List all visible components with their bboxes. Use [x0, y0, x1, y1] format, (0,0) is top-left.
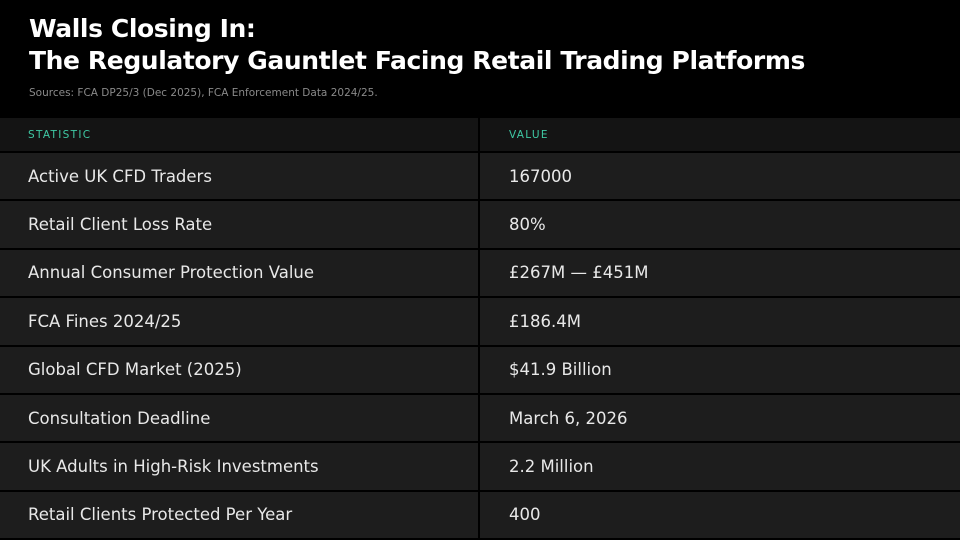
value-cell: $41.9 Billion [480, 346, 960, 393]
table-row: Retail Client Loss Rate 80% [0, 201, 960, 249]
value-cell: 167000 [480, 153, 960, 200]
table-row: Consultation Deadline March 6, 2026 [0, 394, 960, 443]
table-row: Global CFD Market (2025) $41.9 Billion [0, 346, 960, 395]
value-cell: 400 [480, 491, 960, 538]
column-header: STATISTIC [0, 118, 478, 151]
sources: Sources: FCA DP25/3 (Dec 2025), FCA Enfo… [29, 87, 378, 99]
statistic-cell: Active UK CFD Traders [0, 153, 478, 200]
value-cell: £186.4M [480, 298, 960, 345]
title-line: The Regulatory Gauntlet Facing Retail Tr… [29, 46, 805, 75]
statistic-cell: Annual Consumer Protection Value [0, 249, 478, 297]
value-cell: March 6, 2026 [480, 394, 960, 442]
table-row: Active UK CFD Traders 167000 [0, 153, 960, 201]
statistic-cell: Consultation Deadline [0, 394, 478, 442]
table: STATISTIC VALUE Active UK CFD Traders 16700… [0, 118, 960, 540]
header-row: STATISTIC VALUE [0, 118, 960, 153]
statistic-cell: Retail Client Loss Rate [0, 201, 478, 248]
value-cell: £267M — £451M [480, 249, 960, 297]
value-cell: 2.2 Million [480, 443, 960, 490]
statistic-cell: UK Adults in High-Risk Investments [0, 443, 478, 490]
header: Walls Closing In: The Regulatory Gauntle… [0, 0, 960, 118]
value-cell: 80% [480, 201, 960, 248]
table-row: Annual Consumer Protection Value £267M — … [0, 249, 960, 298]
table-row: FCA Fines 2024/25 £186.4M [0, 298, 960, 346]
statistic-cell: Retail Clients Protected Per Year [0, 491, 478, 538]
statistic-cell: Global CFD Market (2025) [0, 346, 478, 393]
title-line: Walls Closing In: [29, 14, 256, 43]
table-row: UK Adults in High-Risk Investments 2.2 Mi… [0, 443, 960, 491]
statistic-cell: FCA Fines 2024/25 [0, 298, 478, 345]
table-row: Retail Clients Protected Per Year 400 [0, 491, 960, 540]
column-header: VALUE [480, 118, 960, 151]
